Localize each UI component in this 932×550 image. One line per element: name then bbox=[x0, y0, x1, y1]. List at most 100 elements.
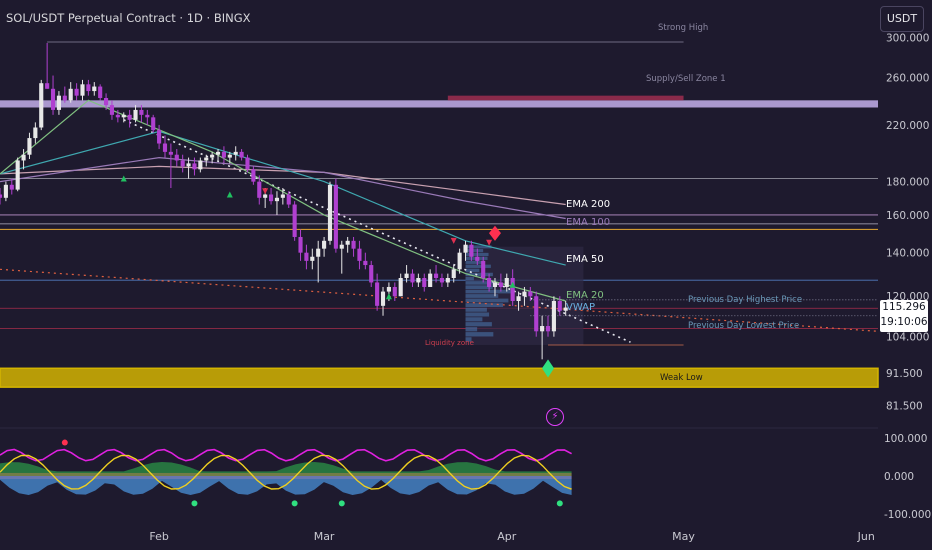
candle bbox=[151, 114, 156, 133]
candle-body bbox=[68, 88, 73, 101]
candle bbox=[251, 166, 256, 185]
candle-body bbox=[215, 151, 221, 155]
volume-profile-bar bbox=[465, 294, 499, 298]
candle-body bbox=[133, 109, 138, 120]
candle bbox=[404, 265, 409, 283]
candle-body bbox=[92, 86, 97, 92]
candle-body bbox=[534, 296, 539, 332]
volume-profile-bar bbox=[465, 281, 494, 285]
candle bbox=[322, 236, 327, 257]
candle-body bbox=[186, 163, 191, 167]
candle bbox=[104, 93, 109, 110]
volume-profile-bar bbox=[465, 312, 490, 317]
candle bbox=[9, 178, 14, 195]
candle-body bbox=[363, 260, 368, 266]
volume-profile-bar bbox=[465, 268, 480, 273]
candle-body bbox=[457, 252, 462, 270]
buy-signal-marker bbox=[226, 191, 233, 198]
vwap-label: VWAP bbox=[566, 302, 595, 313]
candle-body bbox=[157, 130, 162, 144]
candle bbox=[233, 146, 238, 161]
candle-body bbox=[145, 114, 150, 118]
candle bbox=[516, 291, 521, 311]
candle-body bbox=[540, 326, 545, 332]
time-axis-label: Jun bbox=[857, 530, 875, 543]
price-axis-label: 140.000 bbox=[886, 248, 929, 260]
candle bbox=[56, 91, 61, 115]
candle bbox=[239, 149, 244, 161]
candle bbox=[39, 79, 44, 131]
ema50-label: EMA 50 bbox=[566, 254, 604, 265]
candle-body bbox=[274, 197, 280, 202]
candle bbox=[528, 286, 533, 301]
candle bbox=[534, 291, 539, 337]
candle-body bbox=[115, 114, 120, 118]
supply-zone-label: Supply/Sell Zone 1 bbox=[646, 74, 726, 84]
candle bbox=[375, 273, 380, 311]
volume-profile-bar bbox=[465, 264, 491, 268]
candle-body bbox=[345, 240, 350, 245]
candle bbox=[15, 157, 20, 192]
candle bbox=[475, 248, 480, 266]
candle bbox=[463, 240, 468, 261]
candle-body bbox=[268, 194, 274, 202]
candle-body bbox=[380, 291, 386, 306]
candle bbox=[192, 157, 197, 176]
candle bbox=[369, 260, 374, 287]
candle-body bbox=[139, 109, 144, 115]
candle bbox=[286, 191, 291, 208]
candle bbox=[333, 178, 338, 253]
time-axis-label: Feb bbox=[149, 530, 168, 543]
buy-signal-marker bbox=[120, 175, 127, 182]
candle bbox=[451, 265, 456, 283]
current-price-value: 115.296 bbox=[882, 301, 926, 313]
ema20-line bbox=[0, 99, 566, 302]
volume-profile-bar bbox=[465, 307, 487, 312]
candle bbox=[157, 124, 162, 150]
candle-body bbox=[487, 278, 492, 287]
candle-body bbox=[369, 265, 374, 283]
time-axis-label: Mar bbox=[314, 530, 335, 543]
candle-body bbox=[463, 244, 468, 253]
prev-day-low-label: Previous Day Lowest Price bbox=[688, 321, 799, 331]
candle bbox=[145, 109, 150, 125]
candle bbox=[540, 315, 545, 360]
candle bbox=[416, 273, 421, 287]
price-axis-label: 160.000 bbox=[886, 210, 929, 222]
candle-body bbox=[563, 307, 568, 311]
candle bbox=[21, 149, 26, 170]
candle bbox=[292, 201, 297, 241]
lightning-icon[interactable]: ⚡ bbox=[546, 408, 564, 426]
candle bbox=[174, 149, 179, 167]
candle-body bbox=[439, 278, 445, 283]
candle-body bbox=[56, 95, 61, 110]
candle-body bbox=[45, 83, 50, 89]
candle-body bbox=[516, 296, 521, 301]
candle bbox=[74, 83, 79, 101]
candle-body bbox=[280, 194, 285, 198]
candle bbox=[522, 286, 527, 306]
candle-body bbox=[404, 273, 409, 279]
strong-high-label: Strong High bbox=[658, 23, 708, 33]
currency-button[interactable]: USDT bbox=[880, 6, 924, 32]
candle-body bbox=[21, 154, 26, 161]
candle-body bbox=[50, 88, 56, 110]
candle bbox=[304, 244, 309, 270]
candle bbox=[363, 252, 368, 270]
volume-profile-bar bbox=[465, 285, 493, 289]
volume-profile-bar bbox=[465, 260, 485, 264]
candle-body bbox=[498, 282, 503, 287]
candle bbox=[410, 269, 415, 287]
candle-body bbox=[304, 252, 309, 261]
candle-body bbox=[0, 194, 3, 198]
candle-body bbox=[475, 256, 480, 261]
candle bbox=[310, 248, 315, 270]
candle-body bbox=[557, 300, 562, 311]
symbol-title[interactable]: SOL/USDT Perpetual Contract · 1D · BINGX bbox=[6, 11, 251, 25]
candle bbox=[428, 269, 433, 287]
candle-body bbox=[245, 157, 250, 170]
candle bbox=[109, 100, 115, 120]
price-axis-label: 300.000 bbox=[886, 32, 929, 44]
